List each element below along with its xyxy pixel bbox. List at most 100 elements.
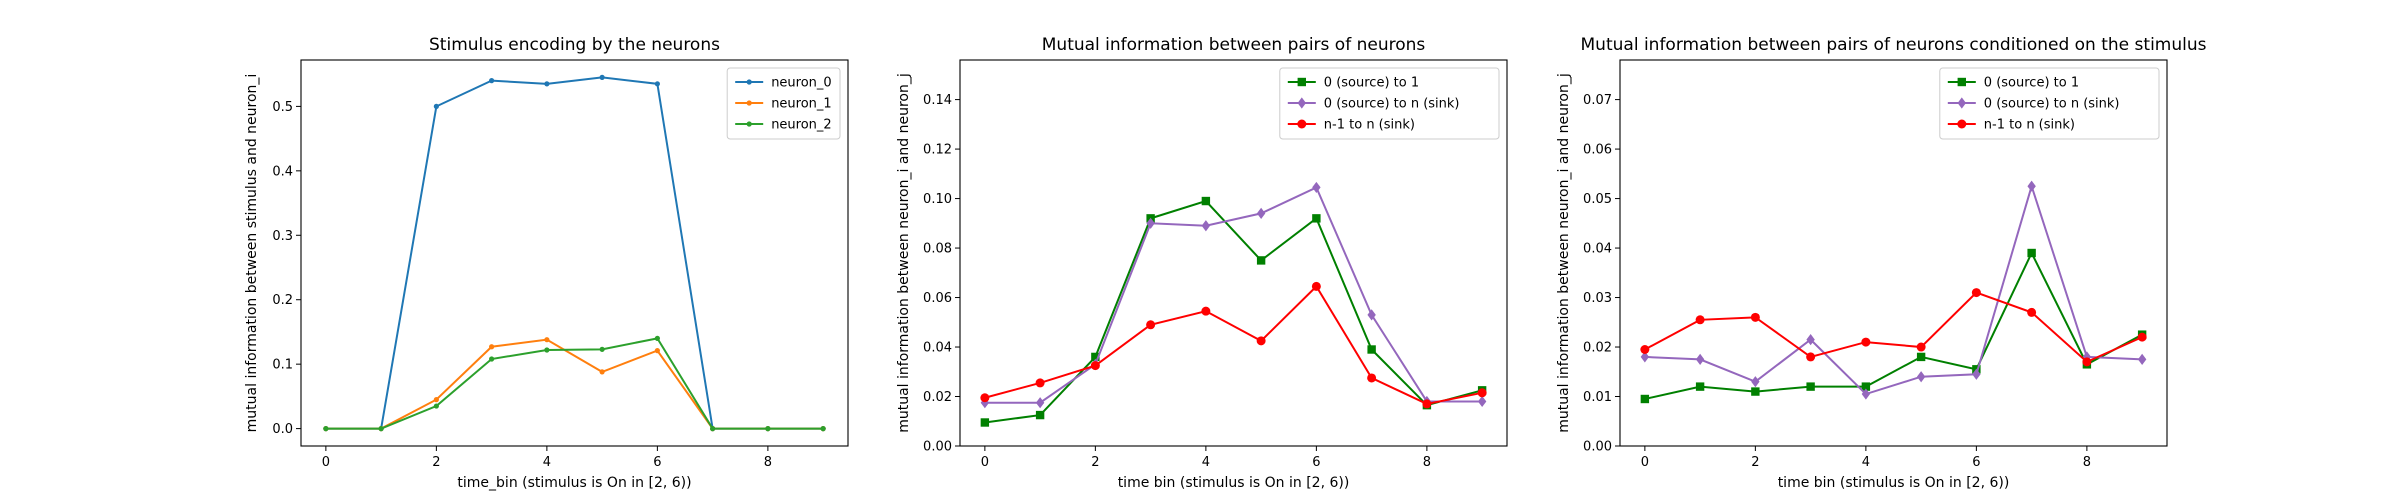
data-point — [1695, 315, 1705, 325]
data-point — [2027, 248, 2036, 258]
legend-marker — [1957, 119, 1967, 129]
legend-label: neuron_1 — [771, 97, 832, 112]
data-point — [489, 78, 495, 84]
data-point — [1972, 368, 1981, 380]
legend-marker — [746, 121, 752, 127]
chart-title: Mutual information between pairs of neur… — [1581, 35, 2207, 55]
series-line — [984, 199, 1483, 424]
data-point — [1971, 288, 1981, 298]
data-point — [1751, 387, 1760, 396]
y-tick-label: 0.04 — [1583, 242, 1612, 257]
x-tick-label: 6 — [1972, 455, 1980, 470]
chart-panel: Mutual information between pairs of neur… — [1556, 35, 2207, 491]
data-point — [1861, 382, 1871, 391]
data-point — [1916, 342, 1926, 352]
y-tick-label: 0.14 — [923, 93, 952, 108]
y-tick-label: 0.2 — [272, 293, 293, 308]
data-point — [2027, 180, 2036, 192]
x-tick-label: 2 — [1751, 455, 1759, 470]
legend-label: neuron_2 — [771, 118, 832, 133]
legend-label: 0 (source) to 1 — [1324, 76, 1419, 91]
data-point — [765, 426, 771, 432]
legend-box — [1939, 67, 2160, 140]
data-point — [1367, 309, 1376, 321]
y-tick-label: 0.4 — [272, 164, 293, 179]
chart-panel: Mutual information between pairs of neur… — [896, 35, 1508, 491]
data-point — [1422, 399, 1432, 409]
data-point — [1750, 312, 1760, 322]
series-line — [1644, 291, 2143, 364]
data-point — [1035, 410, 1045, 420]
data-point — [980, 393, 990, 403]
chart-panel: Stimulus encoding by the neurons 0 2 4 6 8 0.0… — [244, 35, 849, 491]
y-tick-label: 0.06 — [1583, 143, 1612, 158]
data-point — [1090, 361, 1100, 371]
data-point — [1477, 388, 1487, 398]
legend-marker — [1297, 119, 1307, 129]
series-group — [323, 337, 826, 432]
data-point — [1806, 334, 1815, 346]
series-group — [1640, 180, 2147, 400]
x-tick-label: 0 — [322, 455, 330, 470]
data-point — [1035, 378, 1045, 388]
data-point — [654, 335, 660, 341]
data-point — [323, 426, 329, 432]
x-tick-label: 6 — [1312, 455, 1320, 470]
legend-label: n-1 to n (sink) — [1324, 118, 1415, 133]
legend-label: 0 (source) to 1 — [1984, 76, 2079, 91]
legend-box — [1279, 67, 1500, 140]
y-tick-label: 0.10 — [923, 192, 952, 207]
y-axis-label: mutual information between neuron_i and … — [1556, 73, 1572, 433]
data-point — [1806, 352, 1816, 362]
data-point — [544, 347, 550, 353]
legend-box — [726, 67, 841, 140]
series-line — [1644, 250, 2143, 400]
y-tick-label: 0.12 — [923, 143, 952, 158]
data-point — [1146, 217, 1155, 229]
y-tick-label: 0.07 — [1583, 93, 1612, 108]
legend-marker — [746, 79, 752, 85]
data-point — [1477, 395, 1487, 408]
y-tick-label: 0.3 — [272, 229, 293, 244]
data-point — [1861, 388, 1871, 400]
legend-marker — [1957, 97, 1966, 109]
legend-marker — [746, 100, 752, 106]
y-tick-label: 0.08 — [923, 242, 952, 257]
x-tick-label: 4 — [1862, 455, 1870, 470]
data-point — [433, 103, 439, 109]
data-point — [599, 346, 605, 352]
data-point — [654, 348, 660, 354]
y-tick-label: 0.06 — [923, 291, 952, 306]
legend-label: neuron_0 — [771, 76, 832, 91]
data-point — [544, 337, 550, 343]
data-point — [489, 356, 495, 362]
data-point — [2082, 351, 2092, 363]
data-point — [654, 81, 660, 87]
y-tick-label: 0.01 — [1583, 390, 1612, 405]
y-tick-label: 0.04 — [923, 341, 952, 356]
data-point — [544, 81, 550, 87]
x-tick-label: 8 — [764, 455, 772, 470]
series-group — [980, 181, 1487, 409]
y-tick-label: 0.00 — [1583, 440, 1612, 455]
legend-marker — [1297, 77, 1306, 87]
data-point — [1640, 351, 1650, 363]
data-point — [2082, 357, 2092, 367]
y-tick-label: 0.02 — [1583, 341, 1612, 356]
data-point — [2137, 332, 2147, 342]
data-point — [1916, 371, 1926, 383]
series-group — [1640, 288, 2147, 367]
data-point — [599, 74, 605, 80]
data-point — [1035, 397, 1045, 409]
data-point — [1806, 382, 1815, 391]
legend: 0 (source) to 1 0 (source) to n (sink) n-1… — [1279, 67, 1500, 140]
axes-frame — [959, 59, 1508, 447]
data-point — [1146, 320, 1156, 330]
data-point — [2027, 307, 2037, 317]
series-group — [1640, 248, 2147, 404]
series-line — [984, 186, 1483, 404]
data-point — [489, 344, 495, 350]
series-line — [1644, 182, 2143, 396]
data-point — [820, 426, 826, 432]
